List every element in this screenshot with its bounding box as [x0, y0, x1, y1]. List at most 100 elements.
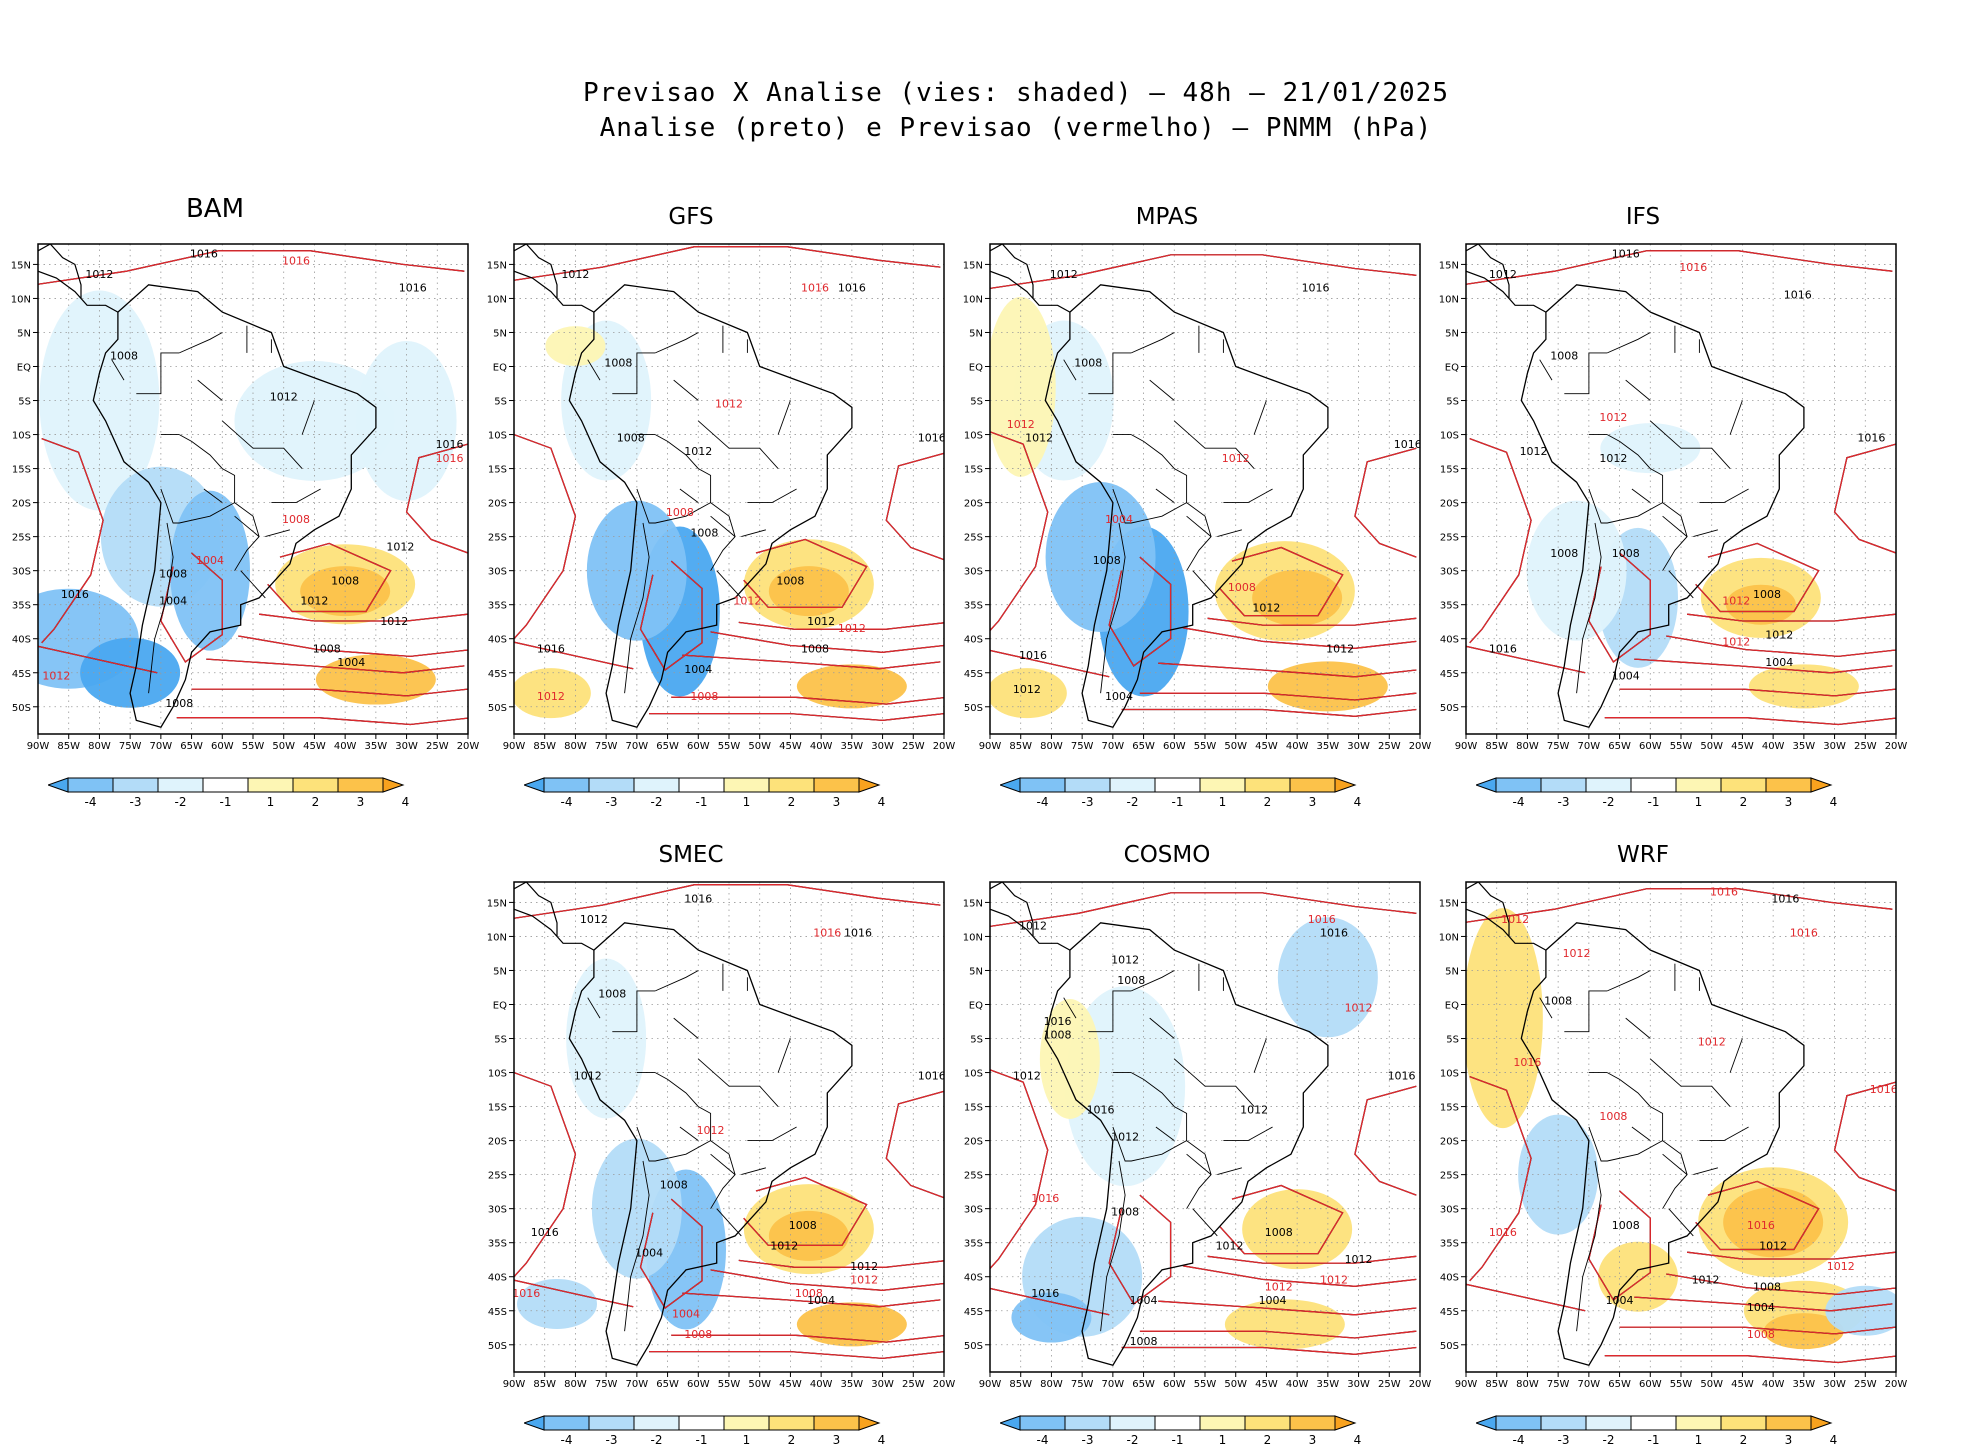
contour-label: 1012	[1111, 954, 1139, 967]
coastline	[990, 244, 1034, 299]
lat-label: 25S	[488, 533, 507, 544]
country-border	[1631, 1126, 1651, 1141]
contour-label: 1012	[1007, 418, 1035, 431]
lon-label: 55W	[242, 741, 265, 752]
country-border	[222, 420, 254, 449]
isobar	[238, 635, 468, 658]
colorbar-bin	[292, 777, 339, 793]
isobar	[267, 542, 392, 613]
lon-label: 90W	[979, 741, 1002, 752]
colorbar-bin	[1019, 1415, 1066, 1431]
lat-label: 20S	[488, 499, 507, 510]
colorbar-tick: -1	[1172, 1433, 1184, 1446]
country-border	[673, 1017, 699, 1039]
title-line-2: Analise (preto) e Previsao (vermelho) — …	[599, 113, 1433, 143]
contour-label: 1016	[1302, 282, 1330, 295]
map: 1016101610121016101610081012101610121008…	[487, 881, 956, 1390]
contour-label: 1012	[1265, 1280, 1293, 1293]
contour-label: 1008	[1753, 588, 1781, 601]
lon-label: 30W	[1823, 741, 1846, 752]
lat-label: 50S	[1440, 703, 1459, 714]
lat-label: 25S	[1440, 1171, 1459, 1182]
panel-cosmo: COSMO 1012 1016 1016 1012 1008 1012 1016 1008 10…	[952, 828, 1432, 1446]
lat-label: 15S	[488, 465, 507, 476]
lon-label: 35W	[841, 741, 864, 752]
country-border	[1247, 488, 1273, 503]
country-border	[1576, 1160, 1602, 1332]
colorbar-bin	[588, 777, 635, 793]
coastline	[990, 908, 1071, 951]
isobar	[649, 1350, 944, 1360]
lon-label: 45W	[1255, 1379, 1278, 1390]
country-border	[179, 332, 223, 354]
lon-label: 25W	[1854, 741, 1877, 752]
colorbar-tick: 3	[833, 1433, 841, 1446]
isobar	[1634, 1296, 1893, 1312]
isobar	[738, 621, 944, 630]
country-border	[1149, 1017, 1175, 1039]
isobar	[1158, 662, 1417, 678]
lon-label: 75W	[1547, 1379, 1570, 1390]
isobar	[649, 712, 944, 722]
colorbar-bin	[1675, 1415, 1722, 1431]
lon-label: 20W	[1885, 1379, 1908, 1390]
lat-label: 15N	[963, 260, 983, 271]
contour-label: 1012	[1013, 1069, 1041, 1082]
lon-label: 65W	[656, 741, 679, 752]
lat-label: 5N	[1445, 966, 1459, 977]
colorbar-bin	[1019, 777, 1066, 793]
lon-label: 55W	[1670, 1379, 1693, 1390]
colorbar-bin	[1585, 1415, 1632, 1431]
isobar	[990, 892, 1417, 928]
country-border	[1693, 1167, 1719, 1176]
colorbar-bin	[1495, 777, 1542, 793]
lat-label: 15S	[488, 1103, 507, 1114]
panel-title: BAM	[185, 194, 245, 224]
lon-label: 20W	[933, 1379, 956, 1390]
lat-label: 10S	[12, 431, 31, 442]
colorbar-tick: -1	[1172, 795, 1184, 808]
colorbar-tick: 1	[267, 795, 275, 808]
colorbar-tick: -1	[696, 795, 708, 808]
lat-label: EQ	[969, 363, 983, 374]
country-border	[1564, 352, 1608, 395]
lat-label: 25S	[964, 1171, 983, 1182]
country-border	[655, 434, 736, 571]
country-border	[1131, 332, 1175, 354]
contour-label: 1016	[436, 452, 464, 465]
isobar	[514, 884, 941, 919]
lon-label: 20W	[933, 741, 956, 752]
contour-label: 1016	[1388, 1069, 1416, 1082]
contour-label: 1016	[1771, 892, 1799, 905]
lat-label: 10N	[487, 294, 507, 305]
colorbar-bin	[112, 777, 159, 793]
lon-label: 50W	[1700, 741, 1723, 752]
lon-label: 25W	[902, 1379, 925, 1390]
lat-label: 50S	[12, 703, 31, 714]
contour-label: 1004	[1105, 690, 1133, 703]
contour-label: 1012	[1692, 1274, 1720, 1287]
lat-label: 40S	[488, 635, 507, 646]
contour-label: 1004	[684, 663, 712, 676]
colorbar-bin	[1720, 1415, 1767, 1431]
isobar	[176, 717, 468, 726]
colorbar-arrow	[524, 777, 545, 793]
contour-label: 1012	[1320, 1274, 1348, 1287]
country-border	[759, 1085, 779, 1107]
country-border	[1588, 1126, 1663, 1162]
lat-label: 15S	[964, 1103, 983, 1114]
country-border	[673, 379, 699, 401]
bias-shade	[586, 500, 687, 641]
colorbar-tick: 4	[1354, 795, 1362, 808]
colorbar-tick: 2	[312, 795, 320, 808]
colorbar-tick: -2	[1127, 795, 1139, 808]
bias-shade	[1277, 917, 1378, 1038]
isobar	[1108, 1194, 1172, 1305]
colorbar-bin	[1540, 1415, 1587, 1431]
lon-label: 70W	[150, 741, 173, 752]
contour-label: 1016	[918, 431, 946, 444]
lat-label: 5N	[1445, 328, 1459, 339]
country-border	[1088, 990, 1132, 1033]
contour-label: 1012	[85, 268, 113, 281]
colorbar-bin	[723, 777, 770, 793]
